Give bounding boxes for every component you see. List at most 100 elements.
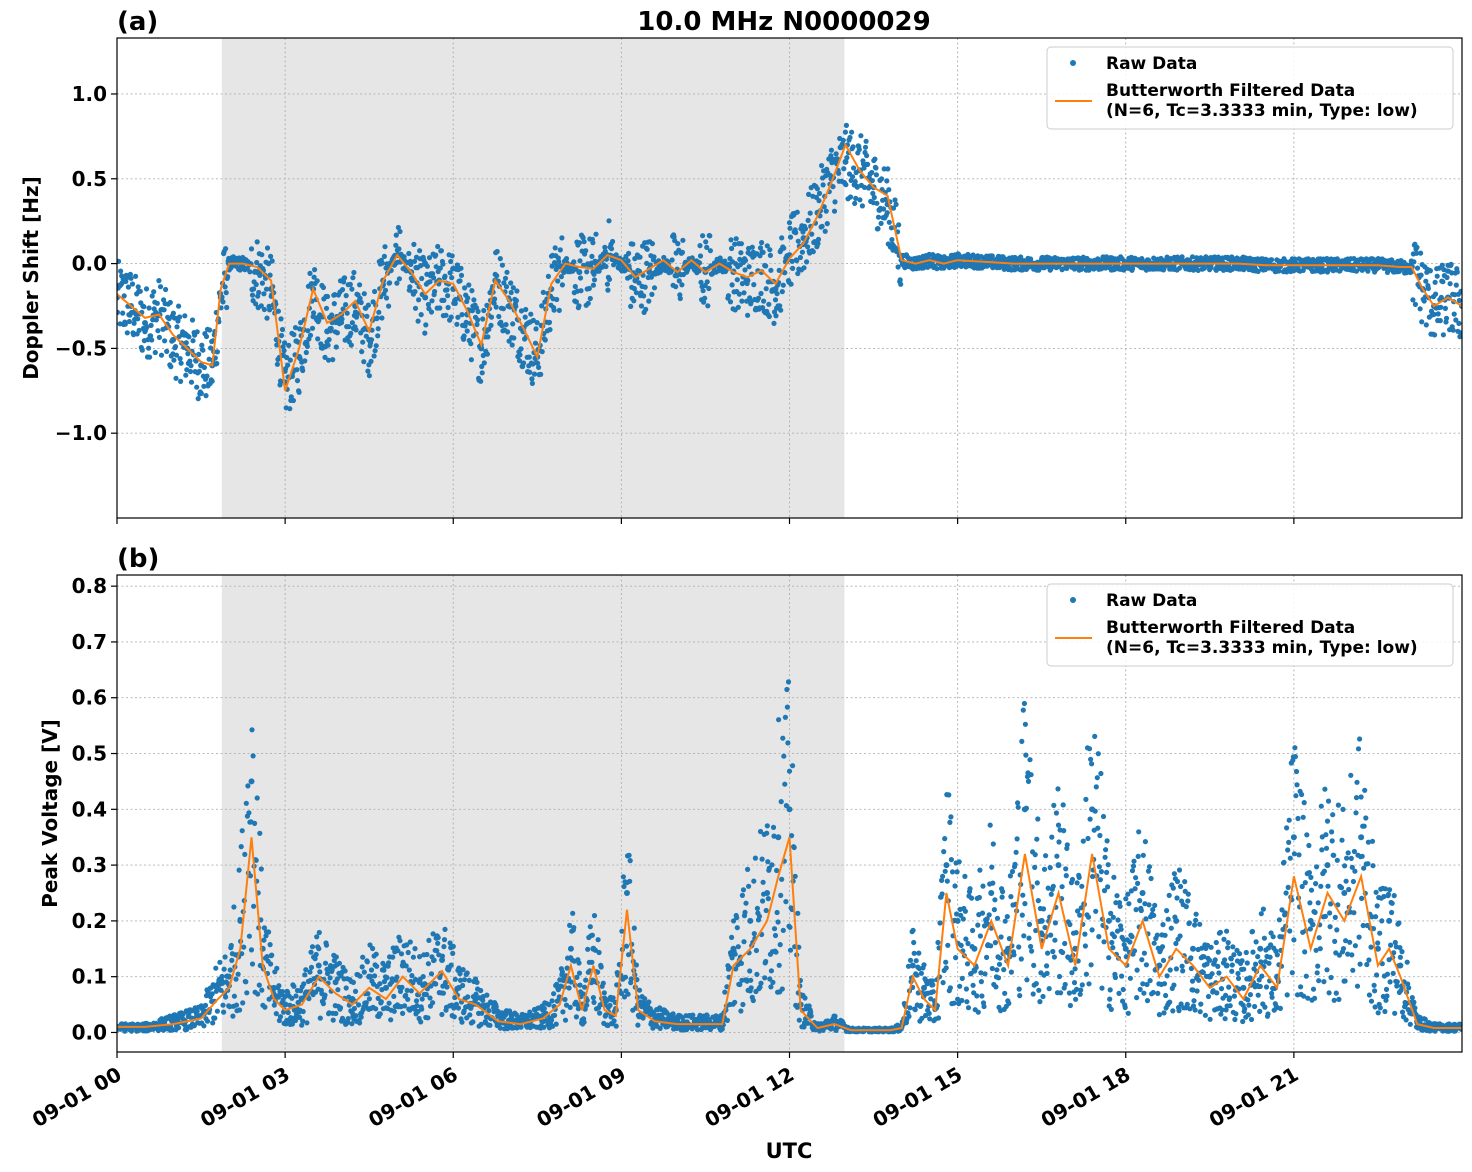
raw-data-point (790, 265, 796, 271)
raw-data-point (785, 740, 791, 746)
raw-data-point (745, 312, 751, 318)
raw-data-point (257, 830, 263, 836)
raw-data-point (571, 925, 577, 931)
raw-data-point (395, 224, 401, 231)
raw-data-point (173, 352, 180, 358)
raw-data-point (963, 986, 970, 992)
raw-data-point (1437, 318, 1443, 324)
raw-data-point (133, 273, 139, 279)
raw-data-point (493, 1004, 499, 1010)
raw-data-point (675, 241, 681, 247)
raw-data-point (593, 231, 599, 237)
raw-data-point (171, 357, 177, 363)
raw-data-point (455, 314, 461, 320)
raw-data-point (764, 830, 770, 836)
raw-data-point (988, 943, 994, 949)
raw-data-point (816, 190, 823, 196)
raw-data-point (1215, 949, 1221, 955)
raw-data-point (1028, 772, 1034, 778)
raw-data-point (427, 279, 433, 285)
raw-data-point (302, 358, 308, 364)
raw-data-point (1365, 268, 1371, 274)
raw-data-point (464, 328, 470, 334)
raw-data-point (1056, 839, 1062, 845)
raw-data-point (1442, 305, 1448, 311)
raw-data-point (673, 284, 679, 290)
raw-data-point (630, 241, 636, 247)
raw-data-point (261, 291, 267, 297)
raw-data-point (927, 1016, 933, 1022)
raw-data-point (1051, 954, 1057, 960)
raw-data-point (258, 866, 264, 872)
raw-data-point (1122, 1004, 1128, 1011)
raw-data-point (450, 943, 456, 950)
raw-data-point (776, 962, 782, 968)
raw-data-point (1089, 927, 1095, 933)
raw-data-point (746, 883, 752, 889)
raw-data-point (975, 922, 981, 928)
raw-data-point (1063, 873, 1069, 879)
raw-data-point (1119, 973, 1125, 979)
raw-data-point (263, 933, 269, 939)
raw-data-point (1144, 981, 1150, 988)
raw-data-point (210, 1020, 216, 1026)
raw-data-point (346, 324, 352, 330)
raw-data-point (1104, 869, 1110, 876)
raw-data-point (158, 352, 165, 358)
raw-data-point (1069, 970, 1075, 976)
raw-data-point (580, 991, 586, 997)
raw-data-point (126, 318, 132, 325)
raw-data-point (343, 302, 349, 308)
raw-data-point (360, 954, 366, 960)
raw-data-point (339, 287, 346, 293)
raw-data-point (301, 981, 307, 987)
raw-data-point (576, 269, 583, 276)
raw-data-point (761, 298, 767, 304)
raw-data-point (267, 942, 273, 948)
raw-data-point (428, 309, 435, 315)
raw-data-point (742, 257, 749, 263)
raw-data-point (729, 934, 735, 941)
raw-data-point (217, 959, 223, 965)
raw-data-point (405, 949, 411, 956)
raw-data-point (1018, 956, 1024, 962)
raw-data-point (277, 378, 284, 384)
raw-data-point (153, 317, 159, 323)
raw-data-point (239, 951, 245, 957)
raw-data-point (1100, 813, 1107, 820)
raw-data-point (322, 960, 329, 966)
raw-data-point (984, 954, 990, 961)
raw-data-point (183, 340, 189, 346)
raw-data-point (268, 253, 274, 259)
raw-data-point (581, 1019, 587, 1025)
raw-data-point (478, 345, 485, 352)
raw-data-point (738, 241, 745, 247)
raw-data-point (433, 981, 439, 987)
raw-data-point (307, 270, 313, 276)
raw-data-point (196, 351, 202, 357)
raw-data-point (1187, 1006, 1193, 1012)
raw-data-point (360, 339, 366, 345)
raw-data-point (348, 330, 354, 336)
raw-data-point (224, 304, 230, 311)
raw-data-point (471, 297, 477, 303)
raw-data-point (239, 828, 245, 834)
raw-data-point (1025, 778, 1032, 785)
raw-data-point (1135, 880, 1141, 887)
raw-data-point (1011, 952, 1017, 958)
raw-data-point (434, 948, 440, 954)
raw-data-point (1262, 1004, 1268, 1010)
raw-data-point (646, 999, 652, 1005)
raw-data-point (405, 996, 411, 1002)
raw-data-point (589, 959, 595, 965)
raw-data-point (626, 852, 632, 858)
raw-data-point (455, 1005, 461, 1011)
raw-data-point (286, 342, 292, 348)
raw-data-point (163, 286, 169, 293)
raw-data-point (447, 940, 453, 946)
raw-data-point (738, 250, 744, 256)
raw-data-point (611, 1018, 617, 1024)
raw-data-point (805, 217, 811, 223)
raw-data-point (737, 256, 743, 262)
raw-data-point (324, 328, 331, 335)
